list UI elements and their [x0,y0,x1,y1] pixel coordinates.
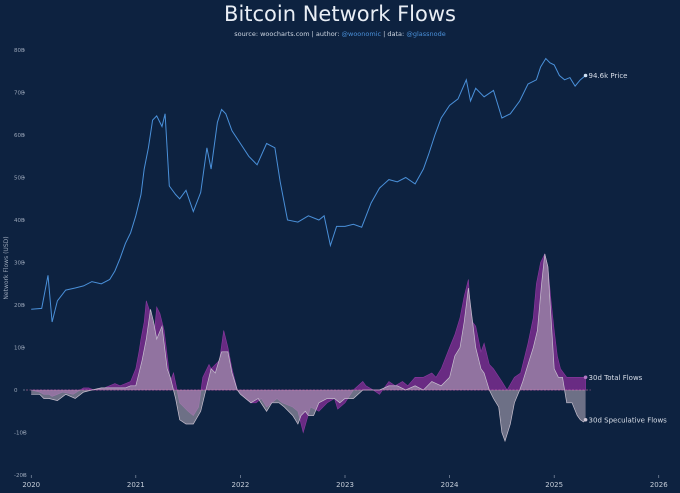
y-tick-label: 0 [14,388,18,394]
y-tick-label: 10B [14,346,25,352]
y-tick-label: -10B [14,431,27,437]
total-flows-end-marker [583,375,588,380]
y-axis-label: Network Flows (USD) [3,236,10,299]
chart-title: Bitcoin Network Flows [224,2,456,26]
y-tick-label: 60B [14,133,25,139]
y-tick-label: 40B [14,218,25,224]
price-line [31,57,586,323]
total-flows-end-label: 30d Total Flows [589,374,643,382]
author-handle: @woonomic [342,30,382,38]
x-tick-label: 2021 [127,481,145,489]
speculative-flows-area [31,254,586,441]
price-end-label: 94.6k Price [589,72,628,80]
x-tick-label: 2020 [22,481,40,489]
x-tick-label: 2023 [336,481,354,489]
speculative-flows-line [31,253,586,443]
chart-source-line: source: woocharts.com | author: @woonomi… [234,30,445,38]
x-tick-label: 2024 [441,481,459,489]
data-handle: @glassnode [406,30,445,38]
y-tick-label: 20B [14,303,25,309]
source-prefix: source: [234,30,260,38]
data-prefix: | data: [381,30,406,38]
author-prefix: | author: [310,30,342,38]
speculative-flows-end-label: 30d Speculative Flows [589,416,668,424]
speculative-flows-end-marker [583,417,588,422]
y-tick-label: 80B [14,48,25,54]
y-tick-label: 70B [14,91,25,97]
plot-area: -20B -10B 0 10B 20B 30B 40B 50B 60B 70B 80B 2020 202… [14,48,668,489]
y-tick-label: 30B [14,261,25,267]
price-end-marker [583,73,588,78]
x-tick-label: 2026 [650,481,668,489]
y-tick-label: 50B [14,176,25,182]
y-tick-label: -20B [14,473,27,479]
x-tick-label: 2025 [545,481,563,489]
x-tick-label: 2022 [231,481,249,489]
source-site: woocharts.com [260,30,310,38]
